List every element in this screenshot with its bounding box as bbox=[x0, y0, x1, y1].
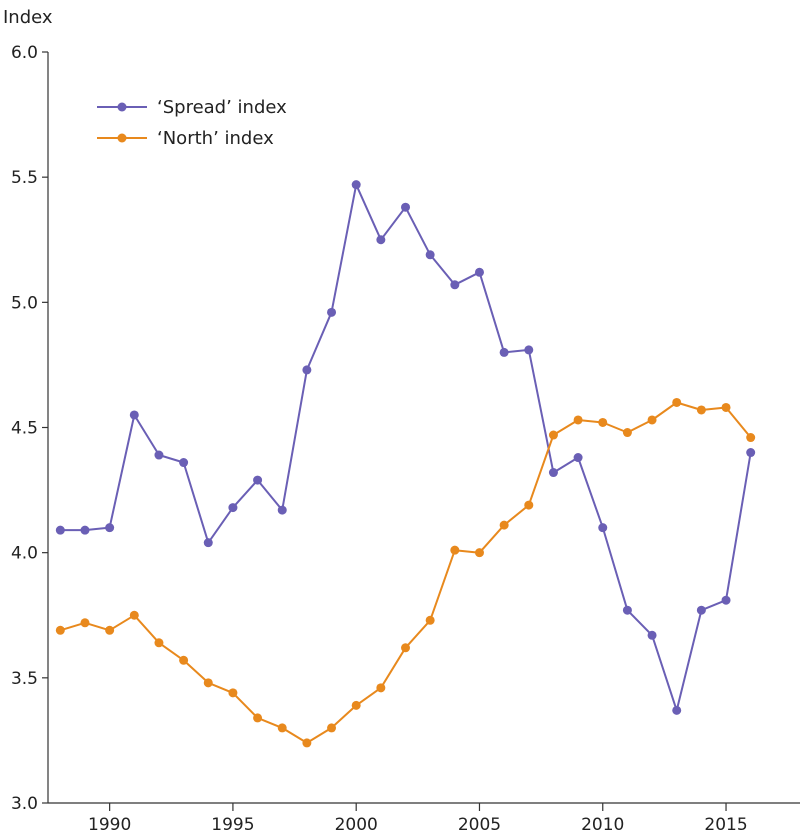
series-1-point bbox=[105, 625, 115, 635]
series-0-point bbox=[179, 458, 189, 468]
series-1-point bbox=[425, 615, 435, 625]
series-1-point bbox=[376, 683, 386, 693]
series-1-point bbox=[548, 430, 558, 440]
series-1-point bbox=[327, 723, 337, 733]
series-1-point bbox=[228, 688, 238, 698]
series-0-point bbox=[425, 250, 435, 260]
y-tick-label: 5.5 bbox=[11, 168, 38, 188]
series-1-point bbox=[55, 625, 65, 635]
x-tick-label: 2005 bbox=[458, 815, 501, 835]
series-1-point bbox=[696, 405, 706, 415]
legend-marker-0 bbox=[117, 102, 127, 112]
series-1-point bbox=[474, 548, 484, 558]
series-0-point bbox=[154, 450, 164, 460]
x-tick-label: 2000 bbox=[335, 815, 378, 835]
series-1-point bbox=[154, 638, 164, 648]
series-0-point bbox=[696, 605, 706, 615]
series-1-point bbox=[672, 397, 682, 407]
series-0-point bbox=[647, 630, 657, 640]
series-0-point bbox=[376, 235, 386, 245]
series-1-point bbox=[277, 723, 287, 733]
y-tick-label: 3.0 bbox=[11, 794, 38, 814]
y-tick-label: 4.0 bbox=[11, 544, 38, 564]
x-tick-label: 1990 bbox=[88, 815, 131, 835]
series-0-point bbox=[450, 280, 460, 290]
series-1-point bbox=[302, 738, 312, 748]
series-1-point bbox=[647, 415, 657, 425]
series-1-point bbox=[351, 700, 361, 710]
series-1-point bbox=[129, 610, 139, 620]
series-1-point bbox=[721, 402, 731, 412]
series-1-point bbox=[450, 545, 460, 555]
series-1-point bbox=[622, 428, 632, 438]
series-1-point bbox=[746, 433, 756, 443]
series-0-point bbox=[622, 605, 632, 615]
legend-marker-1 bbox=[117, 133, 127, 143]
series-1-point bbox=[253, 713, 263, 723]
series-1-point bbox=[401, 643, 411, 653]
series-1-point bbox=[573, 415, 583, 425]
y-ticks: 3.0 3.5 4.0 4.5 5.0 5.5 6.0 bbox=[11, 43, 48, 814]
x-tick-label: 2010 bbox=[581, 815, 624, 835]
x-tick-label: 1995 bbox=[211, 815, 254, 835]
legend-label-0: ‘Spread’ index bbox=[157, 97, 287, 118]
series-layer bbox=[55, 180, 756, 748]
x-ticks: 1990 1995 2000 2005 2010 2015 bbox=[88, 803, 748, 835]
series-1-point bbox=[179, 655, 189, 665]
series-0-point bbox=[721, 595, 731, 605]
y-axis-title: Index bbox=[3, 7, 53, 28]
series-0-point bbox=[573, 453, 583, 463]
y-tick-label: 5.0 bbox=[11, 293, 38, 313]
series-0-point bbox=[474, 267, 484, 277]
series-1-point bbox=[499, 520, 509, 530]
series-0-point bbox=[499, 347, 509, 357]
series-0-point bbox=[302, 365, 312, 375]
series-1-point bbox=[524, 500, 534, 510]
series-0-point bbox=[598, 523, 608, 533]
series-0-point bbox=[129, 410, 139, 420]
y-tick-label: 6.0 bbox=[11, 43, 38, 63]
series-1-point bbox=[598, 417, 608, 427]
series-line-1 bbox=[60, 401, 752, 744]
series-0-point bbox=[105, 523, 115, 533]
series-0-point bbox=[401, 202, 411, 212]
series-1-point bbox=[80, 618, 90, 628]
series-0-point bbox=[203, 538, 213, 548]
series-0-point bbox=[548, 468, 558, 478]
series-0-point bbox=[672, 705, 682, 715]
legend-label-1: ‘North’ index bbox=[157, 128, 274, 149]
x-tick-label: 2015 bbox=[704, 815, 747, 835]
y-tick-label: 4.5 bbox=[11, 419, 38, 439]
series-0-point bbox=[253, 475, 263, 485]
series-0-point bbox=[524, 345, 534, 355]
series-0-point bbox=[746, 448, 756, 458]
y-tick-label: 3.5 bbox=[11, 669, 38, 689]
series-line-0 bbox=[60, 183, 752, 712]
series-0-point bbox=[351, 180, 361, 190]
series-0-point bbox=[80, 525, 90, 535]
legend: ‘Spread’ index ‘North’ index bbox=[97, 97, 287, 149]
series-1-point bbox=[203, 678, 213, 688]
series-0-point bbox=[277, 505, 287, 515]
series-0-point bbox=[228, 503, 238, 513]
series-0-point bbox=[327, 307, 337, 317]
series-0-point bbox=[55, 525, 65, 535]
